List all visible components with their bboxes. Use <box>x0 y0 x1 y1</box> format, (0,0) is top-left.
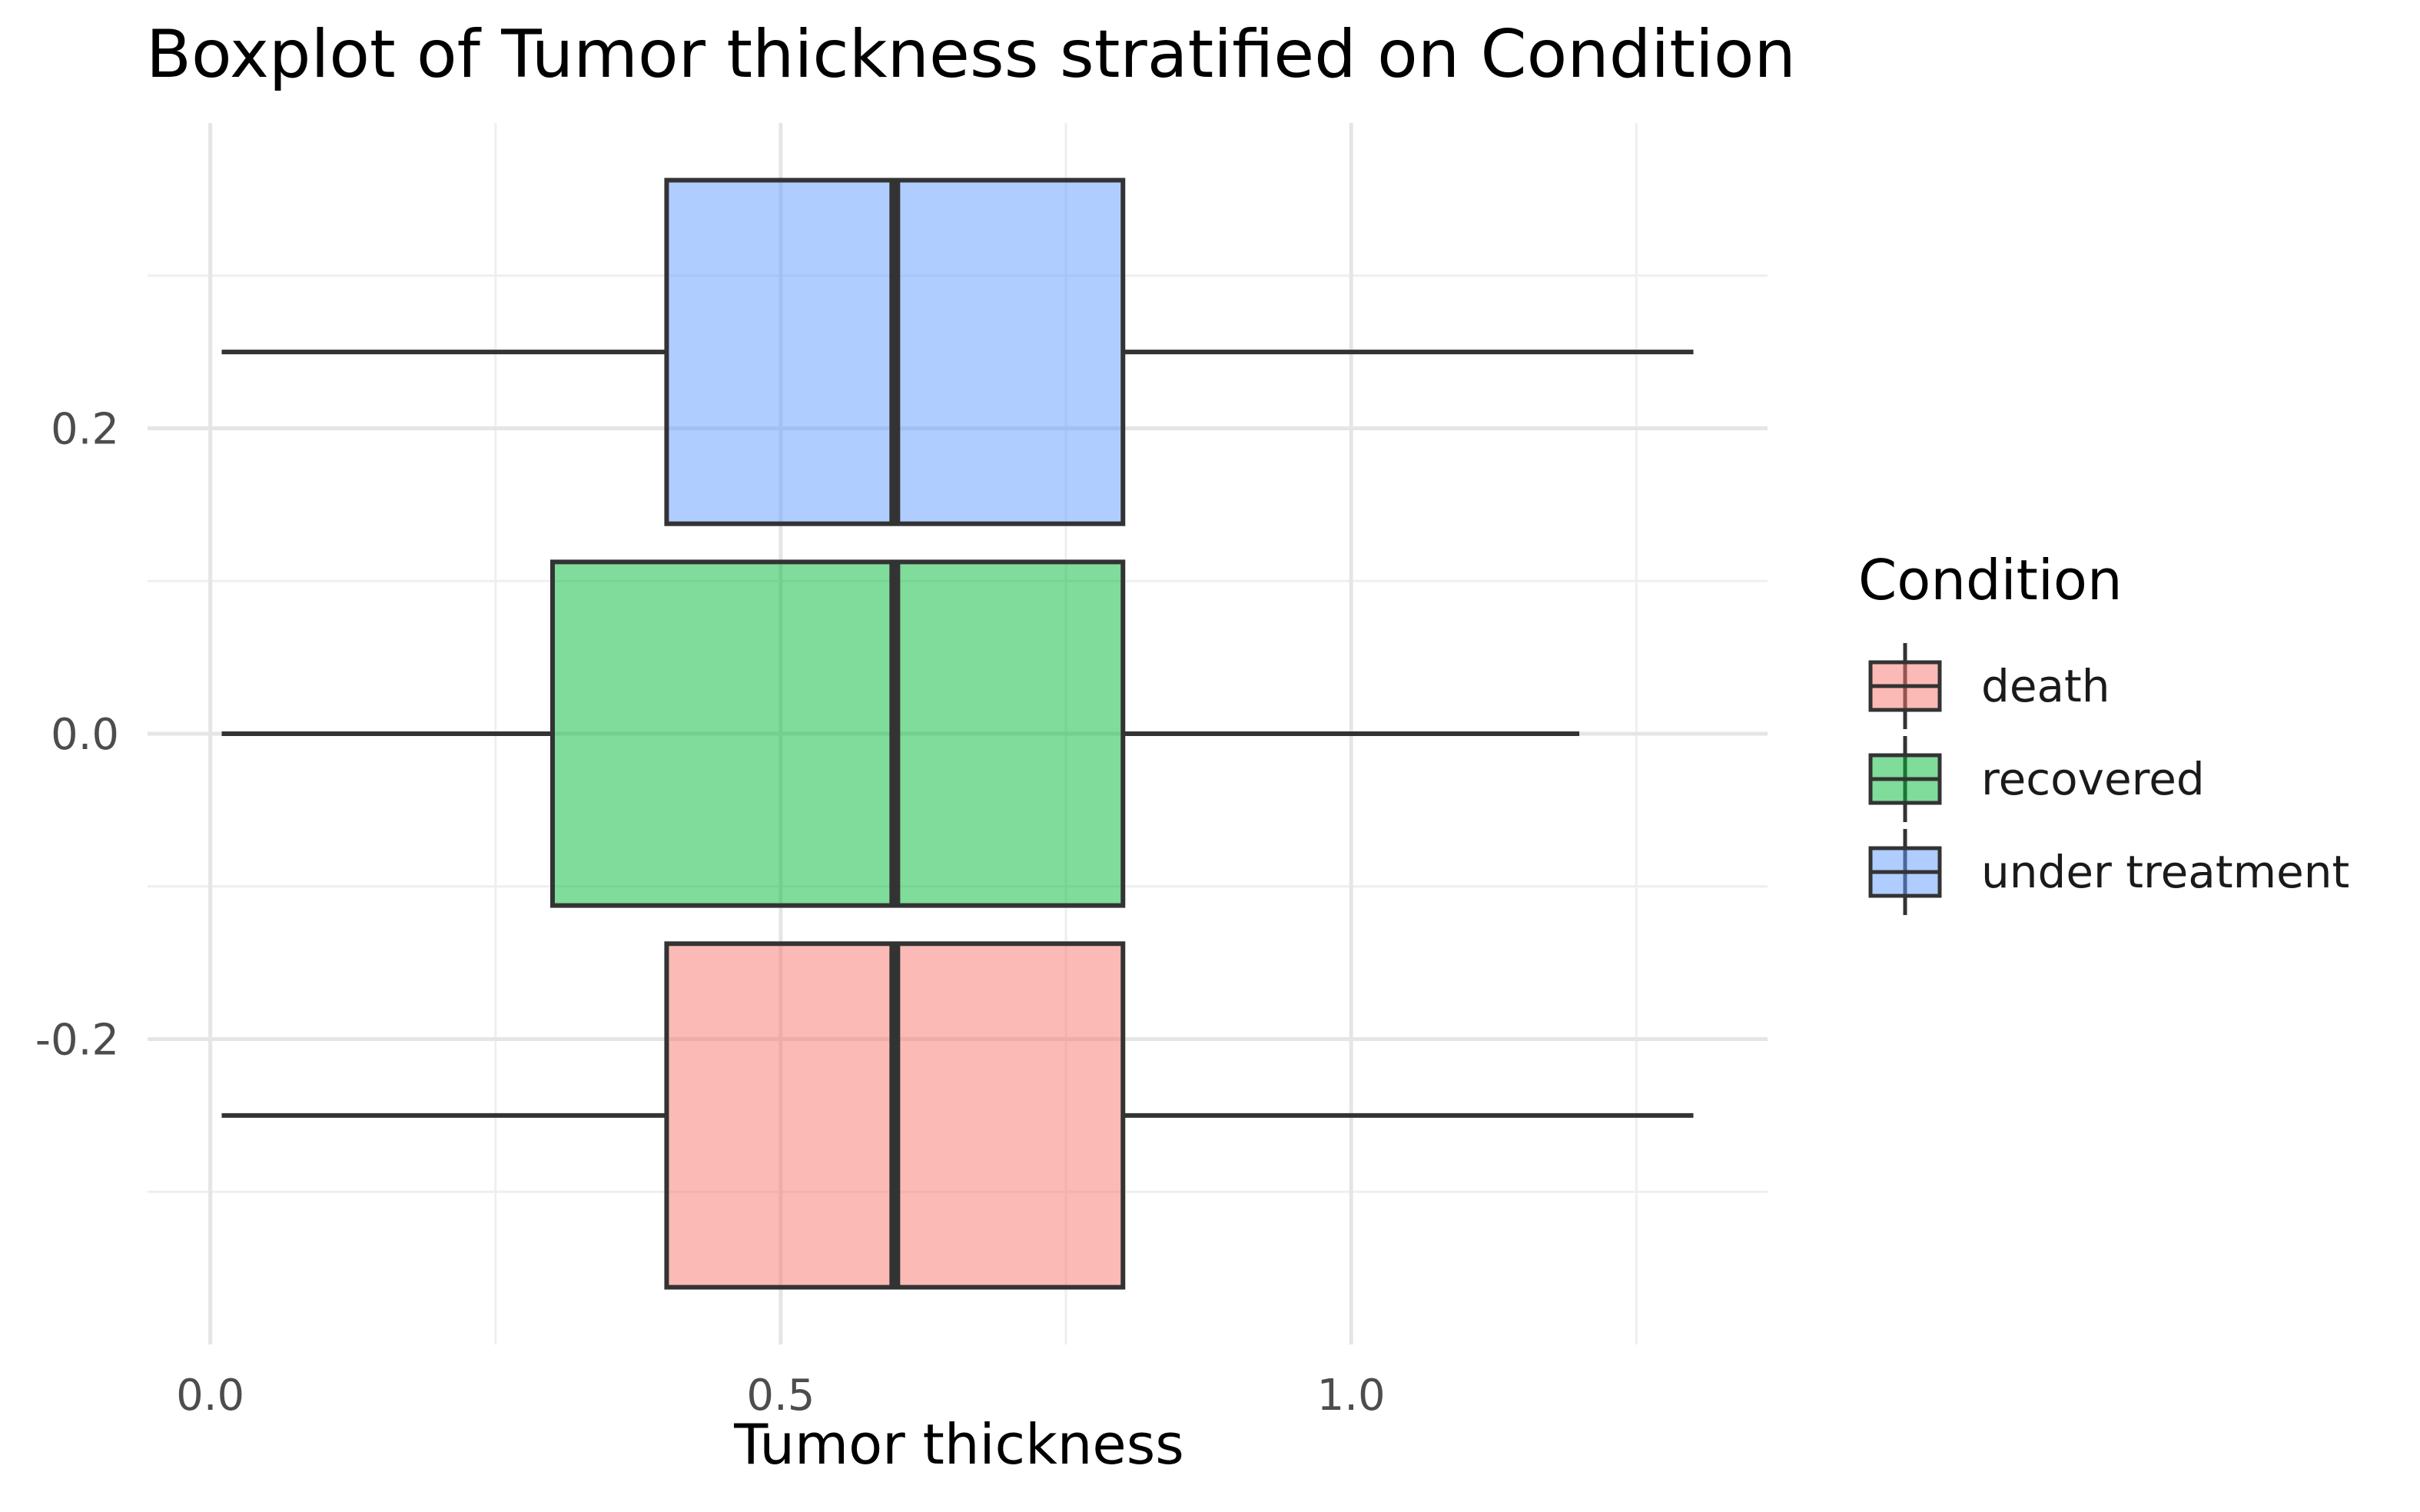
x-tick-label: 1.0 <box>1317 1371 1386 1421</box>
x-axis-title: Tumor thickness <box>733 1412 1183 1477</box>
legend-item: under treatment <box>1868 829 2349 915</box>
legend: Condition death recovered under treatment <box>1858 548 2349 915</box>
box-death <box>221 941 1694 1290</box>
legend-label: recovered <box>1981 753 2205 805</box>
box-iqr <box>550 559 1126 908</box>
legend-label: death <box>1981 660 2110 712</box>
y-tick-label: 0.2 <box>51 405 119 455</box>
legend-items: death recovered under treatment <box>1868 643 2349 915</box>
legend-title: Condition <box>1858 548 2123 612</box>
box-under-treatment <box>221 177 1694 526</box>
x-tick-label: 0.0 <box>176 1371 244 1421</box>
boxplot-series <box>221 177 1694 1290</box>
axis-labels: 0.0 0.5 1.0 -0.2 0.0 0.2 <box>35 405 1386 1421</box>
y-tick-label: 0.0 <box>51 710 119 760</box>
legend-item: recovered <box>1868 736 2205 822</box>
legend-label: under treatment <box>1981 846 2349 898</box>
legend-item: death <box>1868 643 2110 729</box>
y-tick-label: -0.2 <box>35 1016 119 1066</box>
x-tick-label: 0.5 <box>746 1371 815 1421</box>
chart-title: Boxplot of Tumor thickness stratified on… <box>146 16 1796 93</box>
box-recovered <box>221 559 1580 908</box>
